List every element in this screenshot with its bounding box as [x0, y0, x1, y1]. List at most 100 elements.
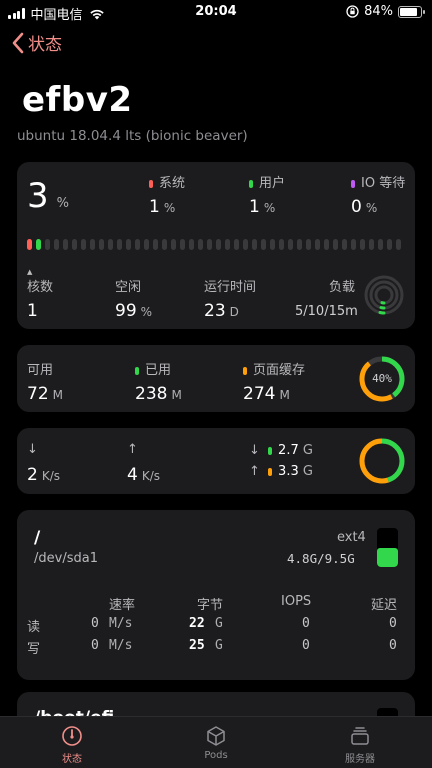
mem-used-stat: 已用 238 M — [135, 359, 182, 404]
cpu-history-pill — [351, 239, 356, 250]
iowait-color-dot — [351, 179, 355, 188]
disk-read-row: 读 0 M/s 22 G 0 0 — [27, 616, 405, 638]
cpu-history-pill — [333, 239, 338, 250]
write-rate-unit: M/s — [109, 638, 133, 653]
user-value: 1 — [249, 197, 260, 217]
cores-value: 1 — [27, 301, 38, 321]
read-bytes: 22 — [189, 616, 205, 631]
cpu-history-pill — [252, 239, 257, 250]
read-label: 读 — [27, 620, 41, 635]
net-total-up-value: 3.3 — [278, 464, 299, 479]
page-title: efbv2 — [22, 80, 133, 120]
write-latency: 0 — [389, 638, 397, 653]
server-stack-icon — [351, 727, 369, 745]
cpu-history-pill — [63, 239, 68, 250]
disk-usage: 4.8G/9.5G — [287, 551, 355, 566]
cpu-card[interactable]: 3% 系统 1% 用户 1% IO 等待 0% ▲ 核数 1 空闲 99% 运行… — [17, 162, 415, 329]
mem-available-value: 72 — [27, 384, 49, 404]
cpu-history-pill — [207, 239, 212, 250]
load-rings-icon — [364, 275, 404, 315]
orientation-lock-icon — [346, 5, 359, 18]
user-label: 用户 — [259, 176, 286, 191]
cpu-history-pill — [324, 239, 329, 250]
tab-pods[interactable]: Pods — [176, 725, 256, 761]
write-label: 写 — [27, 642, 41, 657]
cpu-history-pill — [279, 239, 284, 250]
cpu-history-pill — [117, 239, 122, 250]
mem-used-color-dot — [135, 366, 139, 375]
header-bytes: 字节 — [197, 598, 224, 613]
read-iops: 0 — [302, 616, 310, 631]
battery-icon — [398, 5, 425, 18]
disk-card[interactable]: / /dev/sda1 ext4 4.8G/9.5G 速率 字节 IOPS 延迟… — [17, 510, 415, 680]
tab-pods-label: Pods — [204, 750, 228, 761]
net-total-up: ↑ 3.3 G — [249, 464, 313, 479]
disk-io-table: 速率 字节 IOPS 延迟 读 0 M/s 22 G 0 0 写 0 M/s 2… — [27, 594, 405, 660]
uptime-stat: 运行时间 23 D — [204, 276, 256, 321]
iowait-unit: % — [365, 201, 378, 215]
disk-device: /dev/sda1 — [34, 551, 98, 566]
cpu-history-pill — [162, 239, 167, 250]
net-down-color-dot — [268, 446, 273, 455]
cpu-user-stat: 用户 1% — [249, 172, 285, 217]
arrow-down-icon: ↓ — [27, 442, 38, 457]
cpu-history-pill — [315, 239, 320, 250]
cpu-history-pill — [225, 239, 230, 250]
network-donut — [357, 436, 407, 486]
mem-cache-color-dot — [243, 366, 247, 375]
disk-mount: / — [34, 528, 41, 548]
mem-cache-value: 274 — [243, 384, 276, 404]
mem-cache-unit: M — [279, 388, 290, 402]
write-rate: 0 — [91, 638, 99, 653]
tab-bar: 状态 Pods 服务器 — [0, 716, 432, 768]
load-stat: 负载 5/10/15m — [295, 276, 358, 319]
cpu-history-pill — [387, 239, 392, 250]
header-latency: 延迟 — [371, 598, 398, 613]
cube-icon — [207, 726, 225, 746]
net-total-down-unit: G — [302, 443, 313, 458]
back-button[interactable]: 状态 — [12, 30, 62, 55]
mem-available-unit: M — [52, 388, 63, 402]
system-unit: % — [163, 201, 176, 215]
system-color-dot — [149, 179, 153, 188]
write-bytes: 25 — [189, 638, 205, 653]
load-label: 负载 — [328, 280, 355, 295]
arrow-up-icon: ↑ — [127, 442, 138, 457]
cpu-history-pill — [378, 239, 383, 250]
wifi-icon — [89, 9, 104, 19]
idle-stat: 空闲 99% — [115, 276, 152, 321]
user-color-dot — [249, 179, 253, 188]
net-total-up-unit: G — [302, 464, 313, 479]
mem-available-label: 可用 — [27, 363, 54, 378]
idle-unit: % — [140, 305, 153, 319]
mem-used-unit: M — [171, 388, 182, 402]
mem-used-value: 238 — [135, 384, 168, 404]
tab-servers[interactable]: 服务器 — [320, 725, 400, 765]
cpu-history-pill — [189, 239, 194, 250]
cpu-history-pill — [396, 239, 401, 250]
cores-label: 核数 — [27, 280, 54, 295]
cpu-history-pill — [90, 239, 95, 250]
clock: 20:04 — [195, 4, 237, 19]
memory-donut: 40% — [357, 354, 407, 404]
cpu-history-pill — [288, 239, 293, 250]
header-iops: IOPS — [281, 594, 312, 609]
cpu-history-pill — [180, 239, 185, 250]
cpu-history-bar — [27, 239, 401, 250]
cpu-history-pill — [144, 239, 149, 250]
tab-status[interactable]: 状态 — [32, 725, 112, 765]
cpu-history-pill — [108, 239, 113, 250]
os-version: ubuntu 18.04.4 lts (bionic beaver) — [17, 128, 248, 144]
carrier-name: 中国电信 — [30, 8, 83, 23]
memory-percent: 40% — [372, 372, 392, 385]
disk-usage-bar — [377, 528, 398, 567]
net-up-stat: ↑ 4 K/s — [127, 442, 160, 485]
net-up-color-dot — [268, 467, 273, 476]
cpu-history-pill — [270, 239, 275, 250]
network-card[interactable]: ↓ 2 K/s ↑ 4 K/s ↓ 2.7 G ↑ 3.3 G — [17, 428, 415, 494]
read-latency: 0 — [389, 616, 397, 631]
mem-cache-label: 页面缓存 — [253, 363, 306, 378]
back-label: 状态 — [28, 35, 62, 55]
cpu-history-pill — [27, 239, 32, 250]
memory-card[interactable]: 可用 72 M 已用 238 M 页面缓存 274 M 40% — [17, 345, 415, 412]
